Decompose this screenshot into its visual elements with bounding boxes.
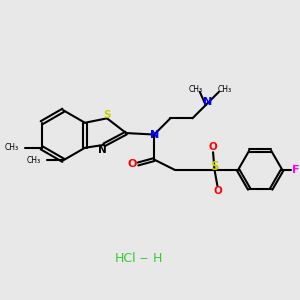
Text: CH₃: CH₃ [5, 143, 19, 152]
Text: ‒: ‒ [140, 253, 147, 266]
Text: S: S [103, 110, 111, 120]
Text: CH₃: CH₃ [188, 85, 203, 94]
Text: O: O [128, 159, 137, 169]
Text: O: O [209, 142, 218, 152]
Text: O: O [213, 186, 222, 197]
Text: S: S [210, 160, 219, 173]
Text: CH₃: CH₃ [26, 156, 40, 165]
Text: CH₃: CH₃ [218, 85, 232, 94]
Text: H: H [153, 253, 162, 266]
Text: HCl: HCl [114, 253, 136, 266]
Text: F: F [292, 165, 299, 175]
Text: N: N [202, 97, 212, 106]
Text: N: N [149, 130, 159, 140]
Text: N: N [98, 145, 107, 155]
